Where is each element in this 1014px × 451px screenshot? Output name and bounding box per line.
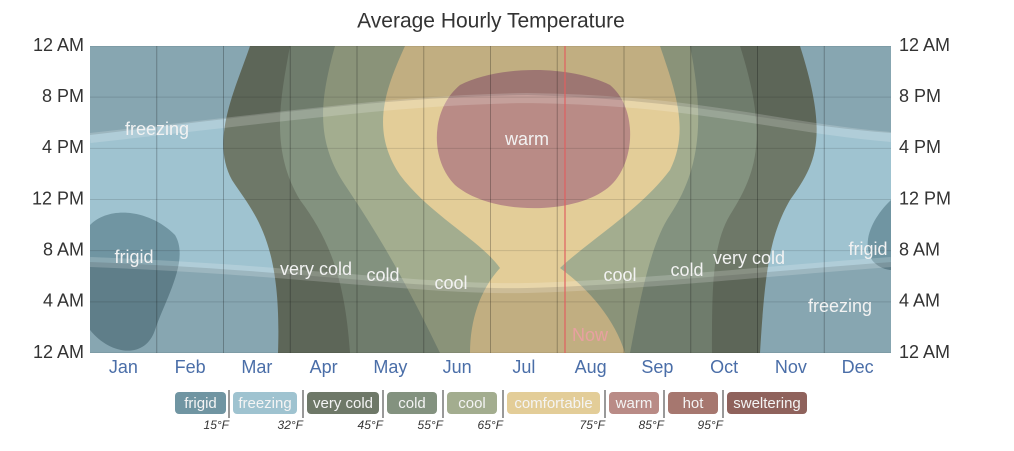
- y2-tick-label: 12 AM: [899, 342, 950, 362]
- region-label: cold: [670, 260, 703, 280]
- region-label: cool: [434, 273, 467, 293]
- y2-tick-label: 8 AM: [899, 239, 940, 259]
- legend-swatch: [175, 392, 226, 414]
- threshold-label: 32°F: [278, 418, 304, 432]
- legend-swatch: [307, 392, 379, 414]
- hour-grid: [90, 46, 891, 353]
- legend-label: cold: [398, 395, 426, 412]
- legend-swatch: [609, 392, 659, 414]
- threshold-label: 65°F: [478, 418, 504, 432]
- month-grid: [156, 46, 825, 353]
- legend-label: very cold: [313, 395, 373, 412]
- legend-label: freezing: [238, 395, 291, 412]
- threshold-label: 45°F: [358, 418, 384, 432]
- legend-swatch: [727, 392, 807, 414]
- x-tick-label: May: [373, 357, 407, 377]
- region-label: cold: [366, 265, 399, 285]
- legend-label: comfortable: [514, 395, 592, 412]
- y2-tick-label: 8 PM: [899, 86, 941, 106]
- threshold-label: 95°F: [698, 418, 724, 432]
- region-label: freezing: [808, 296, 872, 316]
- legend-label: warm: [615, 395, 653, 412]
- legend-label: cool: [458, 395, 486, 412]
- region-label: very cold: [713, 248, 785, 268]
- night-evening: [90, 46, 891, 135]
- threshold-label: 75°F: [580, 418, 606, 432]
- legend-label: sweltering: [733, 395, 801, 412]
- x-tick-label: Nov: [775, 357, 807, 377]
- x-tick-label: Dec: [842, 357, 874, 377]
- twilight-evening: [90, 92, 891, 143]
- now-label: Now: [572, 325, 609, 345]
- y2-tick-label: 4 PM: [899, 137, 941, 157]
- threshold-label: 85°F: [639, 418, 665, 432]
- threshold-label: 55°F: [418, 418, 444, 432]
- x-tick-label: Jun: [443, 357, 472, 377]
- x-tick-label: Feb: [175, 357, 206, 377]
- region-label: very cold: [280, 259, 352, 279]
- legend-swatch: [387, 392, 437, 414]
- region-label: warm: [504, 129, 549, 149]
- region-label: freezing: [125, 119, 189, 139]
- legend: frigid freezing very cold cold cool comfortab…: [175, 390, 807, 432]
- y-tick-label: 12 PM: [32, 188, 84, 208]
- x-tick-label: Jan: [109, 357, 138, 377]
- x-tick-label: Mar: [241, 357, 272, 377]
- axes: 12 AM 4 AM 8 AM 12 PM 4 PM 8 PM 12 AM 12 AM 4 AM…: [32, 35, 951, 377]
- y-tick-label: 8 PM: [42, 86, 84, 106]
- y2-tick-label: 12 PM: [899, 188, 951, 208]
- twilight-morning: [90, 257, 891, 294]
- region-label: cool: [603, 265, 636, 285]
- y-tick-label: 12 AM: [33, 342, 84, 362]
- zone-frigid: [90, 212, 180, 351]
- x-tick-label: Apr: [310, 357, 338, 377]
- y-tick-label: 12 AM: [33, 35, 84, 55]
- y-tick-label: 4 PM: [42, 137, 84, 157]
- x-tick-label: Jul: [512, 357, 535, 377]
- legend-label: hot: [683, 395, 705, 412]
- legend-swatch: [233, 392, 297, 414]
- y-tick-label: 8 AM: [43, 239, 84, 259]
- y-tick-label: 4 AM: [43, 291, 84, 311]
- x-tick-label: Aug: [575, 357, 607, 377]
- region-label: frigid: [848, 239, 887, 259]
- zone-frigid: [867, 200, 891, 270]
- y2-tick-label: 12 AM: [899, 35, 950, 55]
- chart-title: Average Hourly Temperature: [357, 10, 625, 33]
- plot-area: Now freezing warm frigid very cold cold cool c…: [90, 46, 891, 353]
- night-morning: [90, 262, 891, 353]
- region-label: frigid: [114, 247, 153, 267]
- legend-label: frigid: [184, 395, 217, 412]
- legend-swatch: [447, 392, 497, 414]
- threshold-label: 15°F: [204, 418, 230, 432]
- x-tick-label: Oct: [710, 357, 738, 377]
- legend-swatch: [507, 392, 600, 414]
- y2-tick-label: 4 AM: [899, 291, 940, 311]
- region-labels: freezing warm frigid very cold cold cool cool c…: [114, 119, 887, 316]
- x-tick-label: Sep: [641, 357, 673, 377]
- zone-warm: [436, 70, 631, 209]
- legend-swatch: [668, 392, 718, 414]
